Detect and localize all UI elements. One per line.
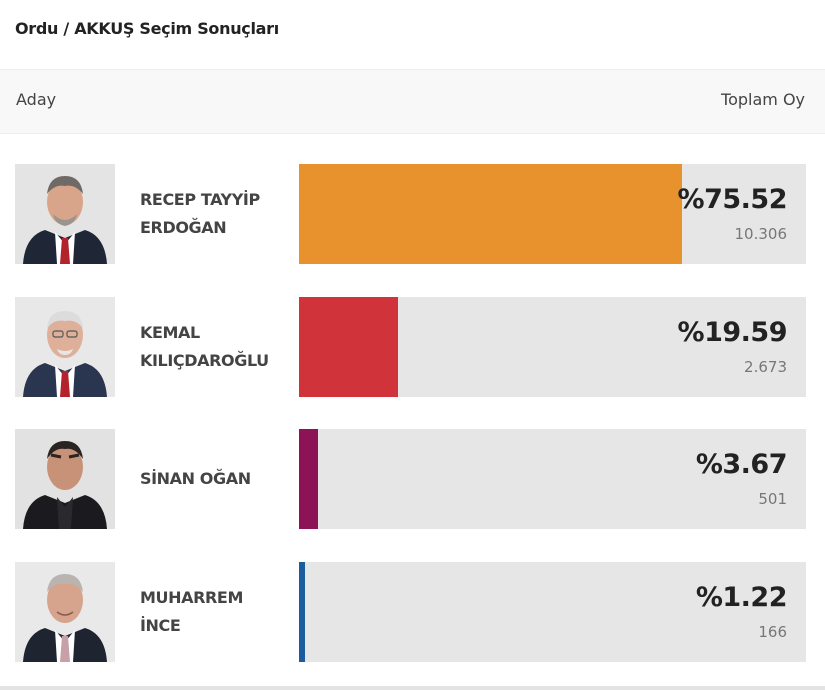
candidate-row: SİNAN OĞAN %3.67 501 bbox=[0, 429, 825, 529]
candidate-name-line1: RECEP TAYYİP bbox=[140, 190, 260, 209]
vote-count: 501 bbox=[758, 490, 787, 508]
candidate-name-line1: MUHARREM bbox=[140, 588, 243, 607]
vote-bar-track: %19.59 2.673 bbox=[299, 297, 806, 397]
vote-bar-track: %1.22 166 bbox=[299, 562, 806, 662]
vote-count: 2.673 bbox=[744, 358, 787, 376]
candidate-row: KEMAL KILIÇDAROĞLU %19.59 2.673 bbox=[0, 297, 825, 397]
vote-bar-fill bbox=[299, 164, 682, 264]
vote-count: 10.306 bbox=[734, 225, 788, 243]
candidate-name: SİNAN OĞAN bbox=[140, 429, 290, 529]
page-title: Ordu / AKKUŞ Seçim Sonuçları bbox=[15, 19, 279, 38]
candidate-row: RECEP TAYYİP ERDOĞAN %75.52 10.306 bbox=[0, 164, 825, 264]
vote-percentage: %19.59 bbox=[677, 317, 788, 348]
candidate-photo-icon bbox=[15, 562, 115, 662]
candidate-row: MUHARREM İNCE %1.22 166 bbox=[0, 562, 825, 662]
vote-bar-fill bbox=[299, 297, 398, 397]
candidate-name-line1: SİNAN OĞAN bbox=[140, 469, 251, 488]
votes-column-header: Toplam Oy bbox=[721, 90, 805, 109]
candidate-photo-icon bbox=[15, 429, 115, 529]
candidate-name-line2: ERDOĞAN bbox=[140, 218, 227, 237]
vote-percentage: %75.52 bbox=[677, 184, 788, 215]
vote-bar-track: %3.67 501 bbox=[299, 429, 806, 529]
vote-count: 166 bbox=[758, 623, 787, 641]
candidate-name: RECEP TAYYİP ERDOĞAN bbox=[140, 164, 290, 264]
candidate-column-header: Aday bbox=[16, 90, 57, 109]
candidate-name-line2: KILIÇDAROĞLU bbox=[140, 351, 269, 370]
candidate-name-line1: KEMAL bbox=[140, 323, 200, 342]
vote-percentage: %1.22 bbox=[695, 582, 788, 613]
candidate-photo-icon bbox=[15, 297, 115, 397]
bottom-divider bbox=[0, 686, 825, 690]
candidate-name: KEMAL KILIÇDAROĞLU bbox=[140, 297, 290, 397]
candidate-name-line2: İNCE bbox=[140, 616, 181, 635]
candidate-name: MUHARREM İNCE bbox=[140, 562, 290, 662]
candidate-photo-icon bbox=[15, 164, 115, 264]
vote-percentage: %3.67 bbox=[695, 449, 788, 480]
vote-bar-fill bbox=[299, 562, 305, 662]
vote-bar-track: %75.52 10.306 bbox=[299, 164, 806, 264]
vote-bar-fill bbox=[299, 429, 318, 529]
table-header: Aday Toplam Oy bbox=[0, 69, 825, 134]
